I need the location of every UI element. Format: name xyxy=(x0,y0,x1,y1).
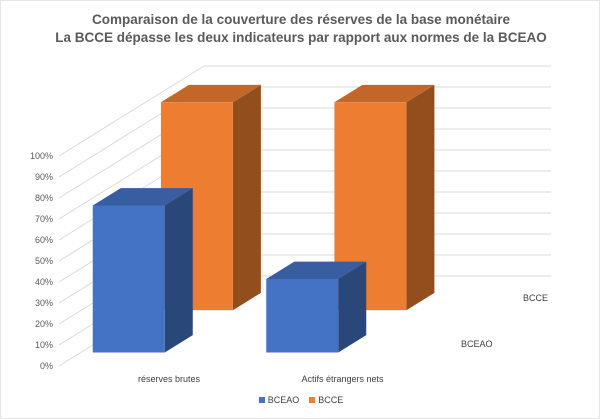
x-category-label: Actifs étrangers nets xyxy=(301,374,384,384)
y-tick-label: 10% xyxy=(35,340,53,350)
gridline-depth xyxy=(58,65,205,157)
bar-side-bcce xyxy=(232,84,261,311)
bar-side-bceao xyxy=(338,261,367,353)
y-tick-label: 80% xyxy=(35,193,53,203)
bar-top-bceao xyxy=(92,188,193,206)
y-tick-label: 20% xyxy=(35,319,53,329)
bar-bceao xyxy=(92,205,165,353)
bar-top-bcce xyxy=(160,84,261,103)
legend-item: BCEAO xyxy=(258,395,300,405)
chart-title-block: Comparaison de la couverture des réserve… xyxy=(1,11,599,47)
bar-top-bcce xyxy=(334,84,435,103)
y-tick-label: 50% xyxy=(35,256,53,266)
legend-item: BCCE xyxy=(309,395,343,405)
legend-label: BCEAO xyxy=(267,395,300,405)
chart-legend: BCEAO BCCE xyxy=(1,395,599,405)
legend-label: BCCE xyxy=(318,395,344,405)
depth-series-label: BCEAO xyxy=(461,339,493,349)
depth-series-label: BCCE xyxy=(523,293,548,303)
bar-side-bcce xyxy=(406,84,435,311)
chart-subtitle: La BCCE dépasse les deux indicateurs par… xyxy=(55,30,547,45)
y-tick-label: 60% xyxy=(35,235,53,245)
chart-title: Comparaison de la couverture des réserve… xyxy=(92,12,510,27)
bar-top-bceao xyxy=(266,261,367,279)
legend-swatch xyxy=(258,397,265,403)
y-tick-label: 30% xyxy=(35,298,53,308)
bar-bceao xyxy=(266,279,339,353)
x-category-label: réserves brutes xyxy=(138,374,201,384)
y-tick-label: 40% xyxy=(35,277,53,287)
y-tick-label: 90% xyxy=(35,172,53,182)
y-tick-label: 0% xyxy=(40,361,53,371)
y-tick-label: 70% xyxy=(35,214,53,224)
bar-side-bceao xyxy=(164,188,193,353)
y-tick-label: 100% xyxy=(30,151,53,161)
legend-swatch xyxy=(309,397,316,403)
